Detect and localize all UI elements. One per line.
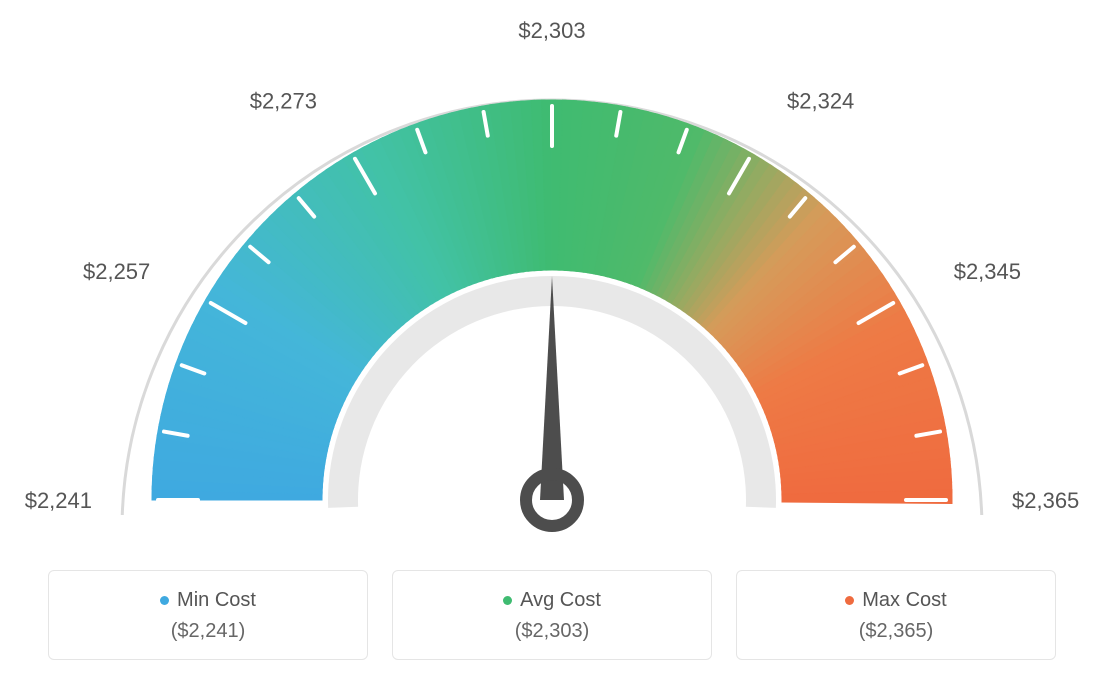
legend-max-value: ($2,365) [747, 620, 1045, 643]
legend-card-min: Min Cost ($2,241) [48, 570, 368, 660]
gauge-tick-label: $2,303 [518, 18, 585, 43]
gauge-container: $2,241 $2,257 $2,273 $2,303 $2,324 $2,345 $2,3… [0, 0, 1104, 560]
legend-min-text: Min Cost [177, 589, 256, 611]
gauge-chart: $2,241 $2,257 $2,273 $2,303 $2,324 $2,345 $2,3… [0, 0, 1104, 560]
legend-avg-text: Avg Cost [520, 589, 601, 611]
dot-icon [845, 596, 854, 605]
legend-row: Min Cost ($2,241) Avg Cost ($2,303) Max … [0, 570, 1104, 660]
gauge-tick-label: $2,257 [83, 259, 150, 284]
gauge-tick-label: $2,345 [954, 259, 1021, 284]
legend-label-avg: Avg Cost [403, 589, 701, 612]
gauge-tick-label: $2,324 [787, 88, 854, 113]
legend-card-max: Max Cost ($2,365) [736, 570, 1056, 660]
legend-avg-value: ($2,303) [403, 620, 701, 643]
dot-icon [503, 596, 512, 605]
legend-min-value: ($2,241) [59, 620, 357, 643]
dot-icon [160, 596, 169, 605]
legend-label-max: Max Cost [747, 589, 1045, 612]
gauge-tick-label: $2,273 [250, 88, 317, 113]
legend-label-min: Min Cost [59, 589, 357, 612]
gauge-tick-label: $2,241 [25, 488, 92, 513]
legend-max-text: Max Cost [862, 589, 946, 611]
gauge-tick-label: $2,365 [1012, 488, 1079, 513]
legend-card-avg: Avg Cost ($2,303) [392, 570, 712, 660]
